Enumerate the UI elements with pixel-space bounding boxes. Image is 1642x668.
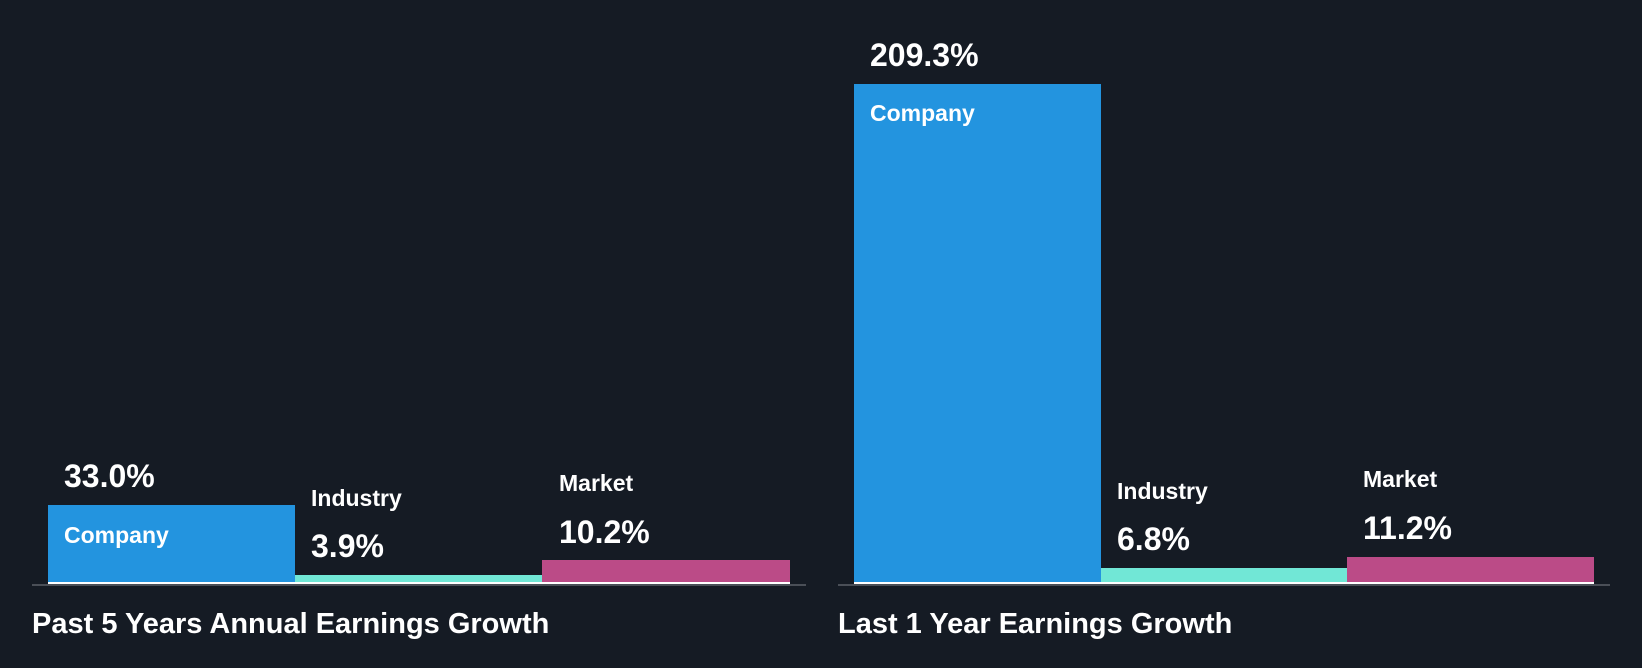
chart-title: Past 5 Years Annual Earnings Growth (32, 608, 550, 640)
value-label-industry: 3.9% (311, 528, 384, 564)
chart-title: Last 1 Year Earnings Growth (838, 608, 1233, 640)
value-label-company: 209.3% (870, 37, 979, 73)
bar-industry (1101, 568, 1347, 582)
bar-company (48, 505, 295, 582)
bar-industry (295, 575, 542, 582)
chart-past-5-years: 33.0% Company Industry 3.9% Market 10.2%… (32, 458, 806, 640)
category-label-company: Company (64, 522, 169, 548)
category-label-company: Company (870, 100, 975, 126)
x-axis-line (838, 584, 1610, 586)
category-label-market: Market (1363, 466, 1438, 492)
value-label-market: 11.2% (1363, 510, 1452, 546)
bar-market (542, 560, 790, 582)
category-label-industry: Industry (1117, 478, 1208, 504)
bar-company (854, 84, 1101, 582)
value-label-industry: 6.8% (1117, 521, 1190, 557)
baseline (854, 582, 1594, 584)
value-label-market: 10.2% (559, 514, 650, 550)
x-axis-line (32, 584, 806, 586)
category-label-industry: Industry (311, 485, 402, 511)
category-label-market: Market (559, 470, 634, 496)
baseline (48, 582, 790, 584)
bar-market (1347, 557, 1594, 582)
value-label-company: 33.0% (64, 458, 155, 494)
